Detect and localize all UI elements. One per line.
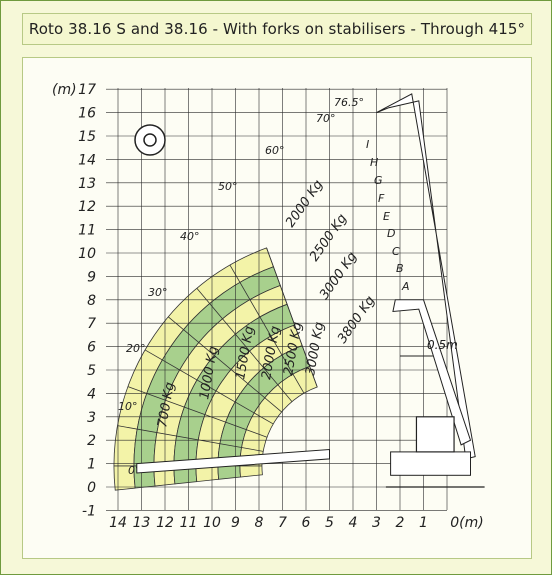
load-label: 2000 Kg [283, 177, 326, 230]
extension-label: C [392, 245, 400, 258]
extension-label: A [401, 280, 410, 293]
angle-line [229, 264, 305, 394]
angle-label: 40° [180, 230, 200, 243]
y-tick-label: 10 [78, 246, 96, 262]
x-tick-label: 11 [180, 515, 198, 531]
title-bar: Roto 38.16 S and 38.16 - With forks on s… [22, 13, 532, 45]
angle-line [127, 386, 268, 438]
angle-label: 70° [316, 112, 336, 125]
load-label: 3000 Kg [303, 321, 327, 377]
angle-line [196, 287, 293, 402]
x-tick-label: 1 [419, 515, 428, 531]
y-tick-label: 0 [87, 480, 96, 496]
extension-label: I [366, 138, 369, 151]
x-tick-label: 14 [109, 515, 127, 531]
extension-label: E [383, 210, 390, 223]
angle-line [144, 349, 274, 425]
y-tick-label: 14 [78, 152, 96, 168]
angle-label: 30° [148, 286, 168, 299]
offset-label: 0.5m [427, 338, 458, 352]
extension-label: F [378, 192, 385, 205]
y-unit-label: (m) [52, 82, 77, 98]
angle-label: 76.5° [334, 96, 364, 109]
y-tick-label: 1 [87, 457, 96, 473]
y-tick-label: 4 [87, 386, 96, 402]
x-tick-label: 2 [396, 515, 405, 531]
angle-label: 60° [265, 144, 285, 157]
y-tick-label: -1 [82, 503, 96, 519]
x-tick-label: 10 [203, 515, 221, 531]
x-tick-label: 13 [133, 515, 151, 531]
y-tick-label: 13 [78, 176, 96, 192]
x-tick-label: 9 [231, 515, 240, 531]
y-tick-label: 17 [78, 82, 96, 98]
boom-raised [376, 93, 476, 460]
angle-label: 10° [118, 400, 138, 413]
y-tick-label: 16 [78, 106, 96, 122]
y-tick-label: 9 [87, 269, 96, 285]
boom-horizontal [136, 449, 330, 474]
y-tick-label: 11 [78, 223, 96, 239]
y-tick-label: 5 [87, 363, 96, 379]
load-label: 3800 Kg [335, 293, 378, 346]
extension-label: H [370, 156, 378, 169]
machine-body [390, 451, 472, 476]
y-tick-label: 2 [87, 433, 96, 449]
boom-mid [392, 299, 472, 446]
x-tick-label: 7 [278, 515, 287, 531]
x-tick-label: 5 [325, 515, 334, 531]
extension-label: D [387, 227, 395, 240]
angle-line [266, 247, 318, 388]
y-tick-label: 3 [87, 410, 96, 426]
x-tick-label: 3 [372, 515, 381, 531]
angle-label: 50° [218, 180, 238, 193]
angle-label: 20° [126, 342, 146, 355]
rotation-icon [134, 124, 166, 156]
chart-title: Roto 38.16 S and 38.16 - With forks on s… [28, 20, 526, 38]
x-tick-label: 6 [302, 515, 311, 531]
rotation-icon-hub [143, 133, 157, 147]
y-tick-label: 12 [78, 199, 96, 215]
y-tick-label: 6 [87, 340, 96, 356]
machine-cab [415, 416, 455, 453]
y-tick-label: 7 [87, 316, 96, 332]
extension-label: B [396, 262, 404, 275]
extension-label: G [374, 174, 383, 187]
angle-line [167, 316, 282, 413]
x-tick-label: 8 [255, 515, 264, 531]
x-unit-label: 0(m) [450, 515, 483, 531]
x-tick-label: 4 [349, 515, 358, 531]
x-tick-label: 12 [156, 515, 174, 531]
y-tick-label: 8 [87, 293, 96, 309]
y-tick-label: 15 [78, 129, 96, 145]
